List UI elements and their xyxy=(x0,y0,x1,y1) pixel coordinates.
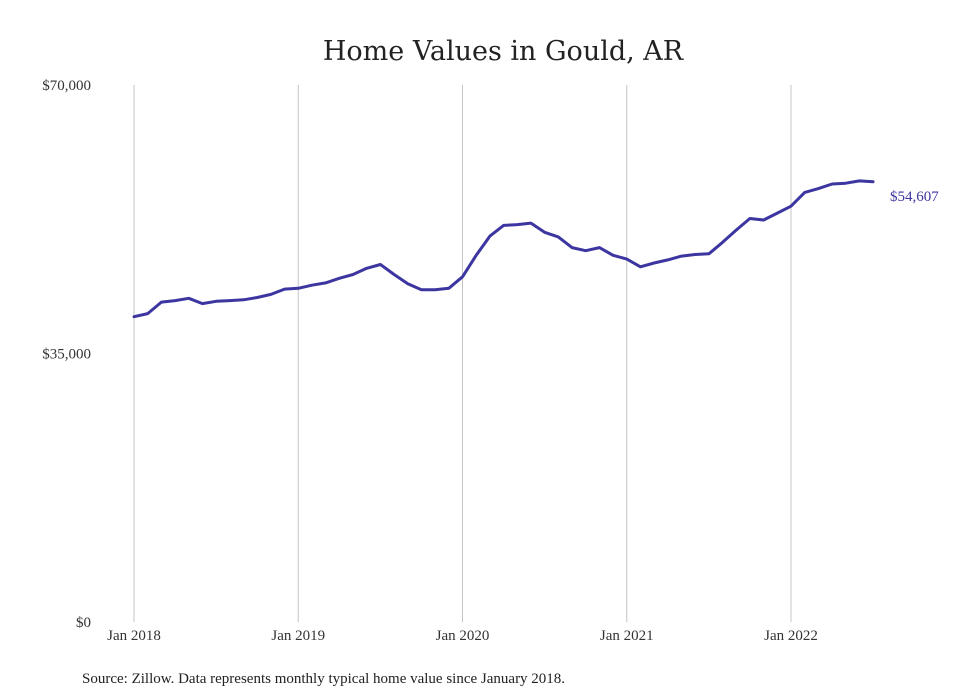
y-tick-label: $35,000 xyxy=(42,347,91,363)
series-line-home-values xyxy=(132,179,875,319)
grid-lines xyxy=(133,85,792,622)
source-note: Source: Zillow. Data represents monthly … xyxy=(82,671,565,687)
chart-title: Home Values in Gould, AR xyxy=(323,36,684,67)
x-tick-label: Jan 2019 xyxy=(271,628,325,644)
y-tick-label: $0 xyxy=(76,615,91,631)
end-value-label: $54,607 xyxy=(890,189,939,205)
y-axis-ticks: $70,000 $35,000 $0 xyxy=(42,78,91,631)
x-tick-label: Jan 2021 xyxy=(600,628,654,644)
x-tick-label: Jan 2022 xyxy=(764,628,818,644)
y-tick-label: $70,000 xyxy=(42,78,91,94)
x-axis-ticks: Jan 2018 Jan 2019 Jan 2020 Jan 2021 Jan 2022 xyxy=(107,628,818,644)
x-tick-label: Jan 2018 xyxy=(107,628,161,644)
x-tick-label: Jan 2020 xyxy=(436,628,490,644)
